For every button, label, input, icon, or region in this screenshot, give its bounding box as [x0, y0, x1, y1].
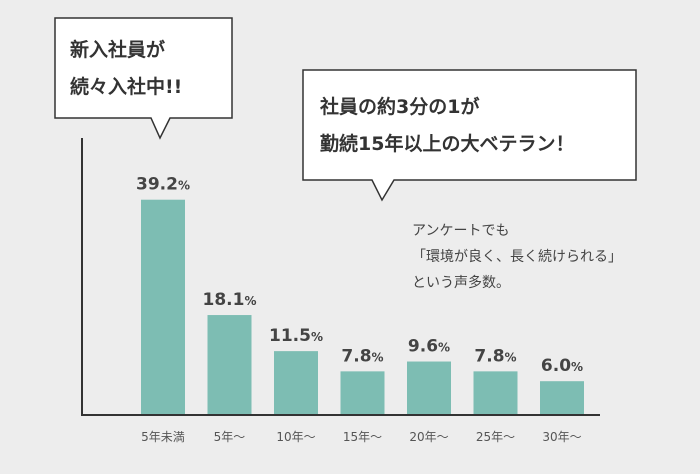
survey-note-line-2: 「環境が良く、長く続けられる」: [412, 249, 622, 265]
data-label-3: 7.8%: [341, 346, 383, 366]
category-label-3: 15年〜: [343, 430, 382, 444]
bar-4: [407, 361, 451, 414]
survey-note-line-3: という声多数。: [412, 275, 510, 291]
survey-note-line-1: アンケートでも: [412, 223, 510, 239]
callout-right: 社員の約3分の1が 勤続15年以上の大ベテラン！: [302, 69, 637, 202]
callout-left-line-2: 続々入社中!!: [70, 75, 182, 98]
data-label-4: 9.6%: [408, 337, 450, 357]
bar-2: [274, 351, 318, 414]
category-label-6: 30年〜: [542, 430, 581, 444]
callout-left: 新入社員が 続々入社中!!: [54, 17, 233, 140]
survey-note: アンケートでも 「環境が良く、長く続けられる」 という声多数。: [412, 218, 692, 296]
callout-left-line-1: 新入社員が: [70, 38, 165, 61]
callout-right-line-2: 勤続15年以上の大ベテラン！: [320, 132, 574, 155]
data-label-5: 7.8%: [474, 346, 516, 366]
category-label-2: 10年〜: [276, 430, 315, 444]
category-label-0: 5年未満: [141, 430, 185, 444]
bar-0: [141, 199, 185, 414]
data-label-1: 18.1%: [203, 290, 257, 310]
callout-right-line-1: 社員の約3分の1が: [319, 95, 479, 118]
bar-5: [473, 371, 518, 414]
data-label-0: 39.2%: [136, 175, 190, 195]
bar-6: [540, 381, 584, 414]
data-label-2: 11.5%: [269, 326, 323, 346]
category-label-5: 25年〜: [476, 430, 515, 444]
category-label-4: 20年〜: [409, 430, 448, 444]
bar-1: [207, 315, 252, 414]
bar-3: [340, 371, 385, 414]
data-label-6: 6.0%: [541, 356, 583, 376]
category-label-1: 5年〜: [214, 430, 246, 444]
